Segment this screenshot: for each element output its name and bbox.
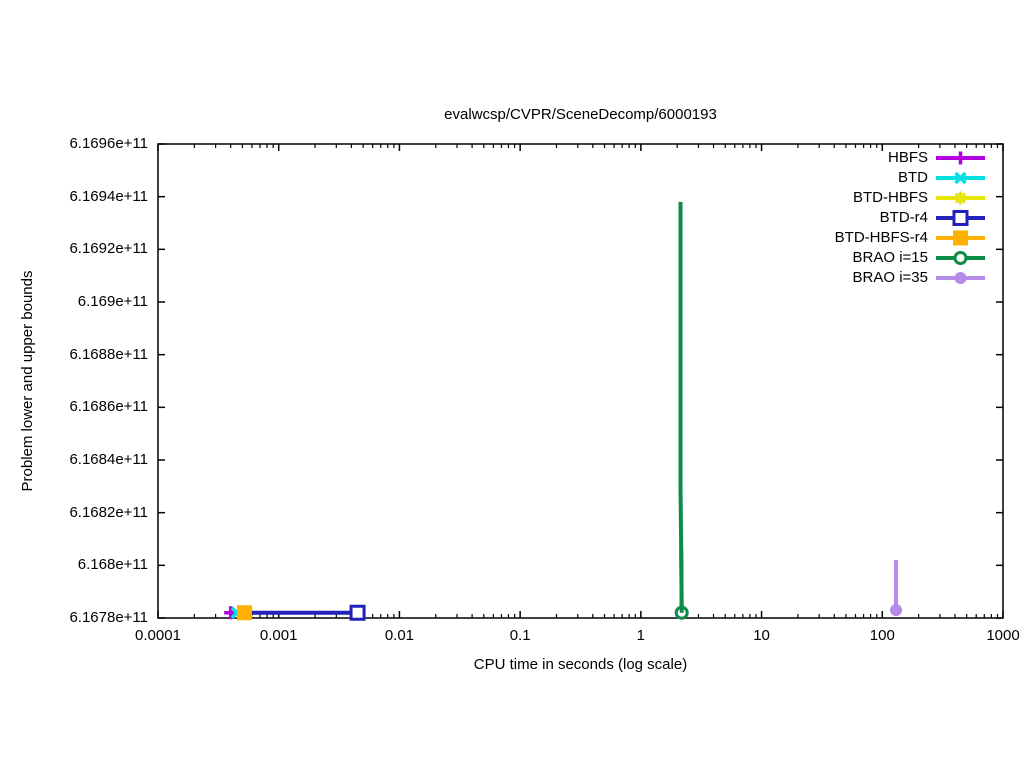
marker-open-circle (953, 251, 968, 265)
marker-open-square (349, 604, 366, 621)
y-tick-label: 6.1682e+11 (69, 503, 148, 521)
legend-label-btd-hbfs: BTD-HBFS (853, 189, 928, 206)
y-tick-label: 6.1692e+11 (69, 240, 148, 258)
x-tick-label: 0.1 (509, 627, 531, 644)
legend-label-brao-i-35: BRAO i=35 (852, 269, 928, 286)
x-tick-label: 0.0001 (135, 627, 181, 644)
marker-cross (954, 171, 967, 185)
x-tick-label: 0.01 (384, 627, 415, 644)
marker-filled-circle (890, 604, 903, 617)
y-tick-label: 6.1694e+11 (69, 187, 148, 205)
x-axis-label: CPU time in seconds (log scale) (473, 656, 688, 673)
x-tick-label: 100 (869, 627, 895, 644)
chart-title: evalwcsp/CVPR/SceneDecomp/6000193 (444, 106, 717, 123)
plot-border (157, 143, 1004, 619)
legend-label-btd-hbfs-r4: BTD-HBFS-r4 (834, 229, 928, 246)
y-tick-label: 6.1696e+11 (69, 135, 148, 152)
y-tick-label: 6.1688e+11 (69, 345, 148, 363)
y-tick-label: 6.1684e+11 (69, 451, 148, 468)
x-tick-label: 10 (753, 627, 770, 644)
legend-label-btd: BTD (898, 169, 928, 186)
legend-label-hbfs: HBFS (887, 149, 928, 166)
x-tick-label: 0.001 (259, 627, 298, 644)
legend-label-btd-r4: BTD-r4 (879, 209, 928, 226)
y-tick-label: 6.1678e+11 (69, 609, 148, 626)
x-tick-label: 1 (636, 627, 646, 644)
x-tick-label: 1000 (986, 627, 1020, 644)
legend-label-brao-i-15: BRAO i=15 (852, 249, 928, 266)
y-tick-label: 6.168e+11 (77, 556, 148, 574)
marker-filled-square (236, 605, 252, 621)
marker-asterisk (954, 192, 967, 204)
marker-filled-square (953, 230, 968, 246)
marker-filled-circle (954, 272, 967, 284)
marker-open-square (952, 210, 969, 226)
y-tick-label: 6.169e+11 (77, 293, 148, 310)
y-tick-label: 6.1686e+11 (69, 398, 148, 416)
